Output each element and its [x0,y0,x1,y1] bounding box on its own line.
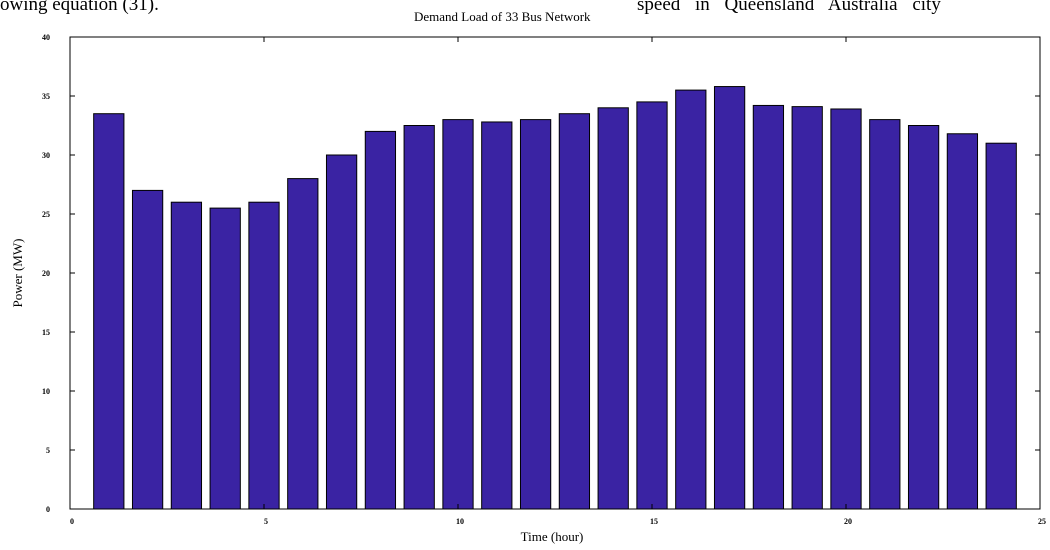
y-tick-label: 15 [42,328,50,337]
bar-hour-23 [946,133,979,510]
y-tick-label: 40 [42,33,50,42]
y-tick-label: 10 [42,387,50,396]
bar-hour-17 [713,86,746,510]
x-tick-label: 0 [70,517,74,526]
chart-title: Demand Load of 33 Bus Network [414,9,591,24]
bar-hour-19 [791,106,823,510]
y-tick-label: 30 [42,151,50,160]
body-text-fragment-right: speed in Queensland Australia city [637,0,941,15]
bar-hour-8 [364,130,397,510]
x-tick-label: 20 [844,517,852,526]
bar-hour-9 [403,125,435,510]
bar-hour-2 [131,189,164,510]
y-tick-label: 0 [46,505,50,514]
bar-hour-13 [558,113,591,510]
y-tick-label: 5 [46,446,50,455]
bar-hour-12 [519,119,552,510]
bar-hour-16 [675,89,707,510]
bar-hour-18 [752,104,785,510]
bar-hour-15 [636,101,668,510]
x-axis-label: Time (hour) [521,529,584,544]
bar-hour-11 [481,121,513,510]
x-tick-label: 15 [650,517,658,526]
bar-hour-1 [93,113,125,510]
y-tick-label: 35 [42,92,50,101]
bar-hour-6 [287,178,319,510]
x-tick-label: 5 [264,517,268,526]
y-tick-label: 25 [42,210,50,219]
bar-hour-10 [442,119,474,510]
bar-hour-21 [869,119,901,510]
bar-hour-4 [209,207,241,510]
y-tick-label: 20 [42,269,50,278]
bar-hour-14 [597,107,629,510]
bar-hour-24 [985,142,1017,510]
x-tick-label: 25 [1038,517,1046,526]
bar-hour-7 [325,154,358,510]
y-axis-label: Power (MW) [10,239,25,308]
bar-hour-3 [170,201,203,510]
bar-hour-22 [907,125,940,510]
bar-hour-5 [248,201,280,510]
x-tick-label: 10 [456,517,464,526]
bar-hour-20 [830,108,862,510]
body-text-fragment-left: owing equation (31). [0,0,159,15]
